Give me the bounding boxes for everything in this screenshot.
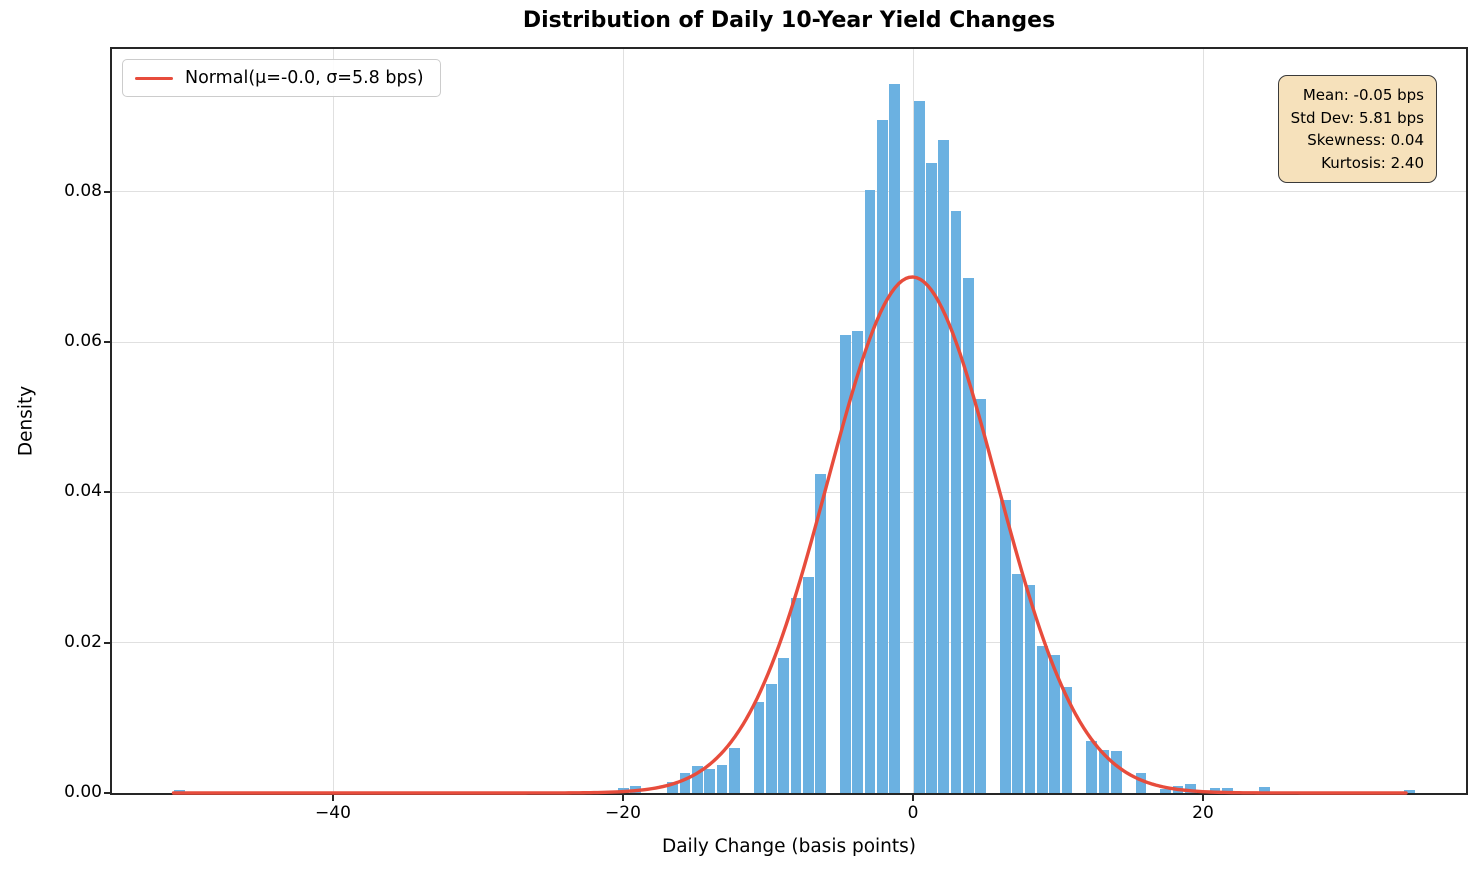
histogram-bar xyxy=(889,84,900,793)
y-tick-label: 0.08 xyxy=(64,180,102,201)
y-tick-mark xyxy=(104,792,110,794)
x-tick-label: 20 xyxy=(1192,803,1214,823)
histogram-bar xyxy=(926,163,937,793)
histogram-bar xyxy=(691,765,703,793)
x-tick-label: −20 xyxy=(605,803,641,823)
x-tick-label: 0 xyxy=(907,803,919,823)
histogram-bar xyxy=(1024,584,1036,793)
stats-box: Mean: -0.05 bps Std Dev: 5.81 bps Skewne… xyxy=(1277,75,1437,183)
x-tick-mark xyxy=(622,795,624,801)
gridline-vertical xyxy=(1202,49,1204,793)
histogram-bar xyxy=(728,747,740,793)
histogram-bar xyxy=(1403,790,1415,793)
gridline-vertical xyxy=(622,49,624,793)
histogram-bar xyxy=(839,335,851,793)
stats-mean: Mean: -0.05 bps xyxy=(1302,86,1424,104)
stats-kurtosis: Kurtosis: 2.40 xyxy=(1321,153,1424,172)
x-tick-mark xyxy=(332,795,334,801)
histogram-bar xyxy=(975,399,987,793)
gridline-horizontal xyxy=(112,642,1466,644)
histogram-bar xyxy=(1098,750,1110,793)
gridline-horizontal xyxy=(112,341,1466,343)
gridline-horizontal xyxy=(112,191,1466,193)
y-tick-label: 0.02 xyxy=(64,631,102,652)
gridline-horizontal xyxy=(112,491,1466,493)
histogram-bar xyxy=(1209,787,1221,793)
histogram-bar xyxy=(876,120,888,793)
histogram-bar xyxy=(790,597,802,793)
histogram-bar xyxy=(950,211,962,793)
gridline-vertical xyxy=(332,49,334,793)
legend-label: Normal(μ=-0.0, σ=5.8 bps) xyxy=(185,68,424,88)
plot-area: Normal(μ=-0.0, σ=5.8 bps) Mean: -0.05 bp… xyxy=(110,47,1468,795)
y-tick-mark xyxy=(104,341,110,344)
gridline-vertical xyxy=(912,49,914,793)
histogram-bar xyxy=(1221,787,1233,793)
legend: Normal(μ=-0.0, σ=5.8 bps) xyxy=(122,59,441,97)
y-axis-label: Density xyxy=(15,385,37,457)
y-tick-label: 0.00 xyxy=(64,782,102,802)
histogram-bar xyxy=(1000,499,1011,793)
histogram-bar xyxy=(1012,573,1024,793)
x-tick-label: −40 xyxy=(315,803,351,823)
chart-title: Distribution of Daily 10-Year Yield Chan… xyxy=(522,8,1056,33)
stats-stddev: Std Dev: 5.81 bps xyxy=(1290,108,1424,127)
histogram-bar xyxy=(815,473,826,793)
histogram-bar xyxy=(1184,783,1196,793)
normal-curve xyxy=(171,275,1408,795)
histogram-bar xyxy=(716,765,728,793)
y-tick-label: 0.04 xyxy=(64,481,102,502)
y-tick-mark xyxy=(104,190,110,193)
histogram-bar xyxy=(1111,750,1122,793)
histogram-bar xyxy=(1135,772,1147,793)
histogram-bar xyxy=(1061,687,1073,793)
histogram-bar xyxy=(1086,741,1098,793)
histogram-bar xyxy=(802,577,814,793)
histogram-bar xyxy=(765,684,777,793)
histogram-bar xyxy=(1037,646,1048,793)
y-tick-label: 0.06 xyxy=(64,331,102,352)
y-tick-mark xyxy=(104,491,110,494)
histogram-bar xyxy=(679,773,691,793)
histogram-bar xyxy=(1049,654,1061,793)
histogram-bar xyxy=(852,330,863,793)
histogram-bar xyxy=(667,782,679,793)
histogram-bar xyxy=(1160,788,1172,793)
x-tick-mark xyxy=(1202,795,1204,801)
legend-line-swatch xyxy=(135,76,173,80)
histogram-bar xyxy=(864,189,876,793)
x-tick-mark xyxy=(912,795,914,801)
y-tick-mark xyxy=(104,641,110,644)
histogram-bar xyxy=(938,139,950,793)
histogram-bar xyxy=(704,768,715,793)
histogram-bar xyxy=(778,657,789,793)
histogram-bar xyxy=(1258,786,1270,793)
histogram-bar xyxy=(913,100,925,793)
histogram-bar xyxy=(963,278,974,793)
histogram-bar xyxy=(753,702,765,793)
x-axis-label: Daily Change (basis points) xyxy=(661,836,917,857)
stats-skewness: Skewness: 0.04 xyxy=(1307,131,1424,149)
